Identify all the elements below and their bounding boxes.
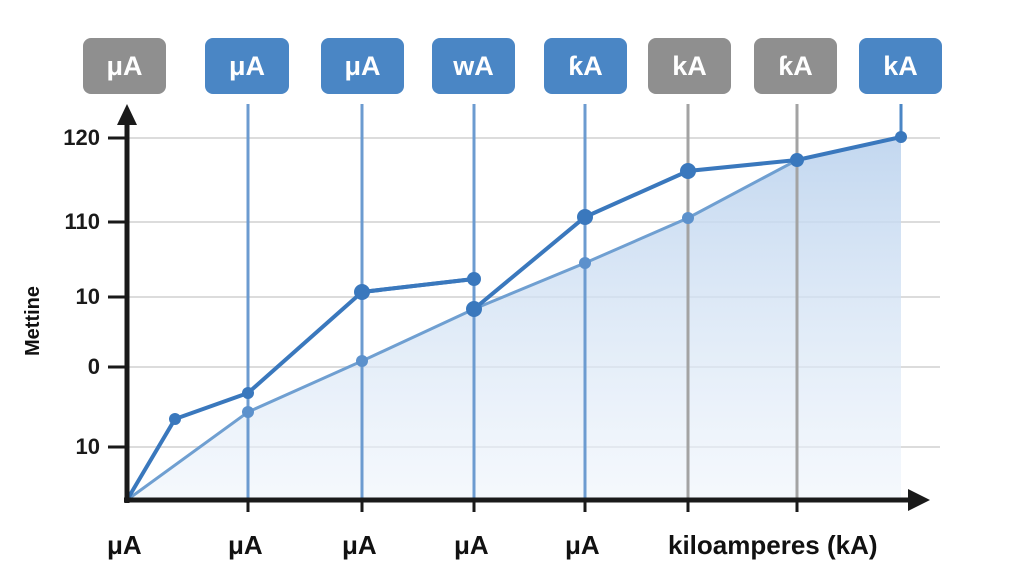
- badge-6: kA: [648, 38, 731, 94]
- y-tick-label: 110: [64, 209, 101, 234]
- upper-series-points: [169, 131, 907, 425]
- x-axis-title: kiloamperes (kA): [668, 530, 878, 560]
- y-tick-label: 10: [75, 284, 100, 309]
- vertical-lines: [246, 104, 903, 500]
- axes: [124, 120, 912, 503]
- badge-5: ƙA: [544, 38, 627, 94]
- x-tick-label: μA: [228, 530, 263, 560]
- y-axis-arrow-icon: [117, 104, 137, 125]
- badge-2: μA: [205, 38, 289, 94]
- badge-3: μA: [321, 38, 404, 94]
- badge-4: wA: [432, 38, 515, 94]
- lower-series-line: [126, 135, 902, 502]
- y-tick-label: 10: [75, 434, 100, 459]
- x-tick-label: μA: [454, 530, 489, 560]
- x-tick-label: μA: [107, 530, 142, 560]
- y-axis-label: Mettine: [22, 286, 44, 356]
- x-tick-label: μA: [565, 530, 600, 560]
- badge-7: ƙA: [754, 38, 837, 94]
- lower-series-points: [242, 212, 694, 418]
- y-tick-label: 0: [87, 354, 100, 379]
- badge-1: μA: [83, 38, 166, 94]
- x-tick-label: μA: [342, 530, 377, 560]
- badge-8: kA: [859, 38, 942, 94]
- y-tick-label: 120: [63, 125, 100, 150]
- upper-series-line-2: [361, 277, 475, 294]
- area-fill: [127, 137, 901, 500]
- x-axis-arrow-icon: [908, 489, 930, 511]
